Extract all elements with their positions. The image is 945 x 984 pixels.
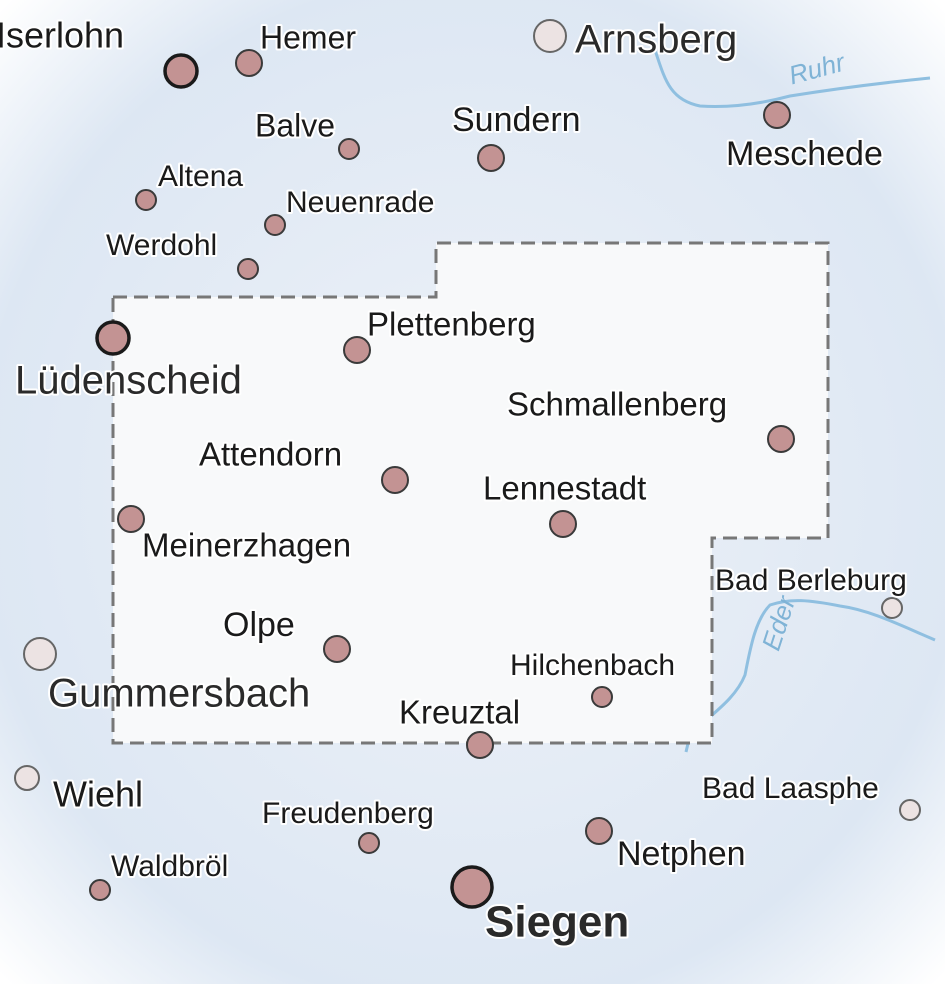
- place-label: Plettenberg: [367, 306, 536, 343]
- place-label: Kreuztal: [399, 694, 520, 731]
- place-label: Siegen: [485, 898, 629, 947]
- place-dot: [117, 505, 145, 533]
- place-dot: [899, 799, 921, 821]
- place-dot: [14, 765, 40, 791]
- river-eder: [684, 599, 936, 753]
- place-dot: [381, 466, 409, 494]
- place-label: Werdohl: [106, 229, 217, 262]
- place-dot: [450, 865, 494, 909]
- place-dot: [235, 49, 263, 77]
- place-label: Arnsberg: [575, 18, 737, 62]
- place-label: Meschede: [726, 135, 883, 173]
- place-dot: [323, 635, 351, 663]
- place-label: Gummersbach: [48, 672, 310, 716]
- place-dot: [549, 510, 577, 538]
- region-boundary: [111, 241, 830, 745]
- place-label: Bad Berleburg: [715, 564, 907, 597]
- place-label: Sundern: [452, 101, 581, 139]
- place-label: Attendorn: [199, 436, 342, 473]
- place-label: Freudenberg: [262, 797, 434, 830]
- place-dot: [264, 214, 286, 236]
- place-dot: [881, 597, 903, 619]
- place-label: Meinerzhagen: [142, 527, 351, 564]
- river-ruhr: [653, 49, 931, 108]
- place-label: Olpe: [223, 606, 295, 644]
- place-dot: [477, 144, 505, 172]
- place-dot: [95, 320, 131, 356]
- place-dot: [237, 258, 259, 280]
- place-dot: [466, 731, 494, 759]
- place-label: Hilchenbach: [510, 649, 675, 682]
- place-label: Bad Laasphe: [702, 772, 879, 805]
- place-dot: [338, 138, 360, 160]
- place-label: Iserlohn: [0, 15, 124, 56]
- place-dot: [163, 53, 199, 89]
- place-label: Schmallenberg: [507, 386, 727, 423]
- place-label: Altena: [158, 160, 243, 193]
- place-dot: [358, 832, 380, 854]
- place-dot: [591, 686, 613, 708]
- place-dot: [135, 189, 157, 211]
- place-label: Hemer: [260, 19, 356, 55]
- place-label: Balve: [255, 107, 335, 143]
- place-dot: [343, 336, 371, 364]
- place-label: Lennestadt: [483, 470, 646, 507]
- place-dot: [767, 425, 795, 453]
- place-label: Waldbröl: [111, 850, 228, 883]
- places: Iserlohn Hemer Arnsberg Balve Sundern Mesched…: [0, 13, 921, 949]
- place-dot: [585, 817, 613, 845]
- place-dot: [533, 19, 567, 53]
- place-label: Lüdenscheid: [15, 359, 242, 403]
- place-label: Wiehl: [53, 774, 143, 815]
- place-dot: [89, 879, 111, 901]
- place-dot: [23, 637, 57, 671]
- place-label: Netphen: [617, 835, 746, 873]
- place-label: Neuenrade: [286, 186, 434, 219]
- place-dot: [763, 101, 791, 129]
